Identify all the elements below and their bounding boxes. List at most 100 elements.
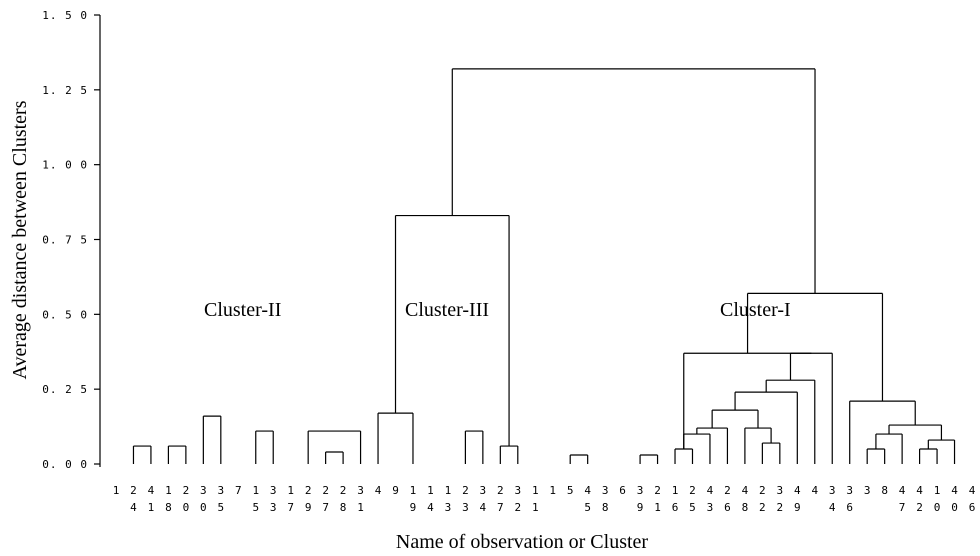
y-tick-label: 0. 7 5	[42, 234, 88, 247]
leaf-label-top: 4	[148, 484, 155, 497]
leaf-label-bottom: 1	[148, 501, 155, 514]
leaf-label-top: 3	[357, 484, 364, 497]
leaf-label-bottom: 5	[252, 501, 259, 514]
leaf-label-top: 4	[584, 484, 591, 497]
leaf-label-top: 1	[113, 484, 120, 497]
leaf-label-bottom: 8	[165, 501, 172, 514]
y-tick-label: 1. 5 0	[42, 9, 88, 22]
leaf-label-top: 4	[742, 484, 749, 497]
leaf-label-top: 2	[322, 484, 329, 497]
leaf-label-bottom: 6	[724, 501, 731, 514]
leaf-label-top: 8	[881, 484, 888, 497]
leaf-label-top: 3	[846, 484, 853, 497]
leaf-label-top: 2	[759, 484, 766, 497]
leaf-label-bottom: 6	[672, 501, 679, 514]
leaf-label-top: 3	[777, 484, 784, 497]
leaf-label-top: 2	[654, 484, 661, 497]
leaf-label-top: 2	[689, 484, 696, 497]
cluster-i-label: Cluster-I	[720, 299, 791, 321]
leaf-label-top: 2	[497, 484, 504, 497]
leaf-label-top: 2	[130, 484, 137, 497]
leaf-label-top: 3	[200, 484, 207, 497]
leaf-label-top: 3	[218, 484, 225, 497]
leaf-label-top: 4	[951, 484, 958, 497]
leaf-label-bottom: 6	[846, 501, 853, 514]
leaf-label-top: 4	[375, 484, 382, 497]
leaf-label-top: 4	[811, 484, 818, 497]
leaf-label-bottom: 7	[287, 501, 294, 514]
leaf-label-bottom: 0	[200, 501, 207, 514]
x-axis-title: Name of observation or Cluster	[396, 531, 648, 553]
leaf-label-top: 1	[532, 484, 539, 497]
leaf-label-bottom: 0	[183, 501, 190, 514]
leaf-label-top: 2	[724, 484, 731, 497]
leaf-label-bottom: 7	[899, 501, 906, 514]
leaf-label-top: 2	[340, 484, 347, 497]
cluster-ii-label: Cluster-II	[204, 299, 281, 321]
leaf-label-bottom: 1	[532, 501, 539, 514]
leaf-label-bottom: 2	[514, 501, 521, 514]
leaf-label-bottom: 0	[934, 501, 941, 514]
leaf-label-top: 3	[480, 484, 487, 497]
leaf-label-top: 5	[567, 484, 574, 497]
leaf-label-top: 7	[235, 484, 242, 497]
leaf-label-top: 1	[445, 484, 452, 497]
leaf-label-bottom: 1	[654, 501, 661, 514]
leaf-label-bottom: 2	[759, 501, 766, 514]
leaf-label-bottom: 8	[602, 501, 609, 514]
leaf-label-bottom: 3	[462, 501, 469, 514]
leaf-label-bottom: 9	[305, 501, 312, 514]
leaf-label-bottom: 9	[410, 501, 417, 514]
leaf-label-bottom: 5	[584, 501, 591, 514]
leaf-label-bottom: 4	[427, 501, 434, 514]
leaf-label-top: 1	[549, 484, 556, 497]
leaf-label-top: 1	[252, 484, 259, 497]
leaf-label-bottom: 4	[829, 501, 836, 514]
leaf-label-bottom: 2	[916, 501, 923, 514]
leaf-label-bottom: 6	[969, 501, 976, 514]
leaf-label-bottom: 8	[742, 501, 749, 514]
leaf-label-bottom: 4	[480, 501, 487, 514]
leaf-label-top: 3	[602, 484, 609, 497]
leaf-label-bottom: 3	[270, 501, 277, 514]
leaf-label-top: 4	[794, 484, 801, 497]
leaf-label-bottom: 1	[357, 501, 364, 514]
y-axis-title: Average distance between Clusters	[9, 100, 31, 379]
leaf-label-top: 3	[514, 484, 521, 497]
leaf-label-top: 4	[969, 484, 976, 497]
leaf-label-bottom: 3	[445, 501, 452, 514]
leaf-label-top: 1	[427, 484, 434, 497]
leaf-label-bottom: 0	[951, 501, 958, 514]
leaf-label-bottom: 2	[777, 501, 784, 514]
leaf-label-top: 6	[619, 484, 626, 497]
leaf-label-top: 2	[183, 484, 190, 497]
leaf-label-bottom: 3	[707, 501, 714, 514]
y-tick-label: 0. 2 5	[42, 383, 88, 396]
leaf-label-bottom: 5	[689, 501, 696, 514]
leaf-label-top: 2	[305, 484, 312, 497]
y-tick-label: 1. 2 5	[42, 84, 88, 97]
leaf-label-top: 1	[287, 484, 294, 497]
leaf-label-top: 9	[392, 484, 399, 497]
leaf-label-top: 4	[916, 484, 923, 497]
leaf-label-bottom: 7	[322, 501, 329, 514]
dendrogram-links	[132, 68, 956, 464]
leaf-label-top: 4	[899, 484, 906, 497]
leaf-label-bottom: 9	[794, 501, 801, 514]
leaf-label-top: 2	[462, 484, 469, 497]
leaf-label-bottom: 8	[340, 501, 347, 514]
leaf-label-top: 3	[829, 484, 836, 497]
y-axis-ticks: 0. 0 0 0. 2 5 0. 5 0 0. 7 5 1. 0 0 1. 2 5 1. 5…	[42, 9, 100, 471]
y-tick-label: 1. 0 0	[42, 159, 88, 172]
leaf-label-bottom: 9	[637, 501, 644, 514]
leaf-label-bottom: 4	[130, 501, 137, 514]
leaf-label-bottom: 5	[218, 501, 225, 514]
leaf-label-top: 1	[672, 484, 679, 497]
leaf-label-top: 1	[934, 484, 941, 497]
leaf-label-top: 4	[707, 484, 714, 497]
y-tick-label: 0. 5 0	[42, 308, 88, 321]
leaf-label-bottom: 7	[497, 501, 504, 514]
cluster-iii-label: Cluster-III	[405, 299, 489, 321]
